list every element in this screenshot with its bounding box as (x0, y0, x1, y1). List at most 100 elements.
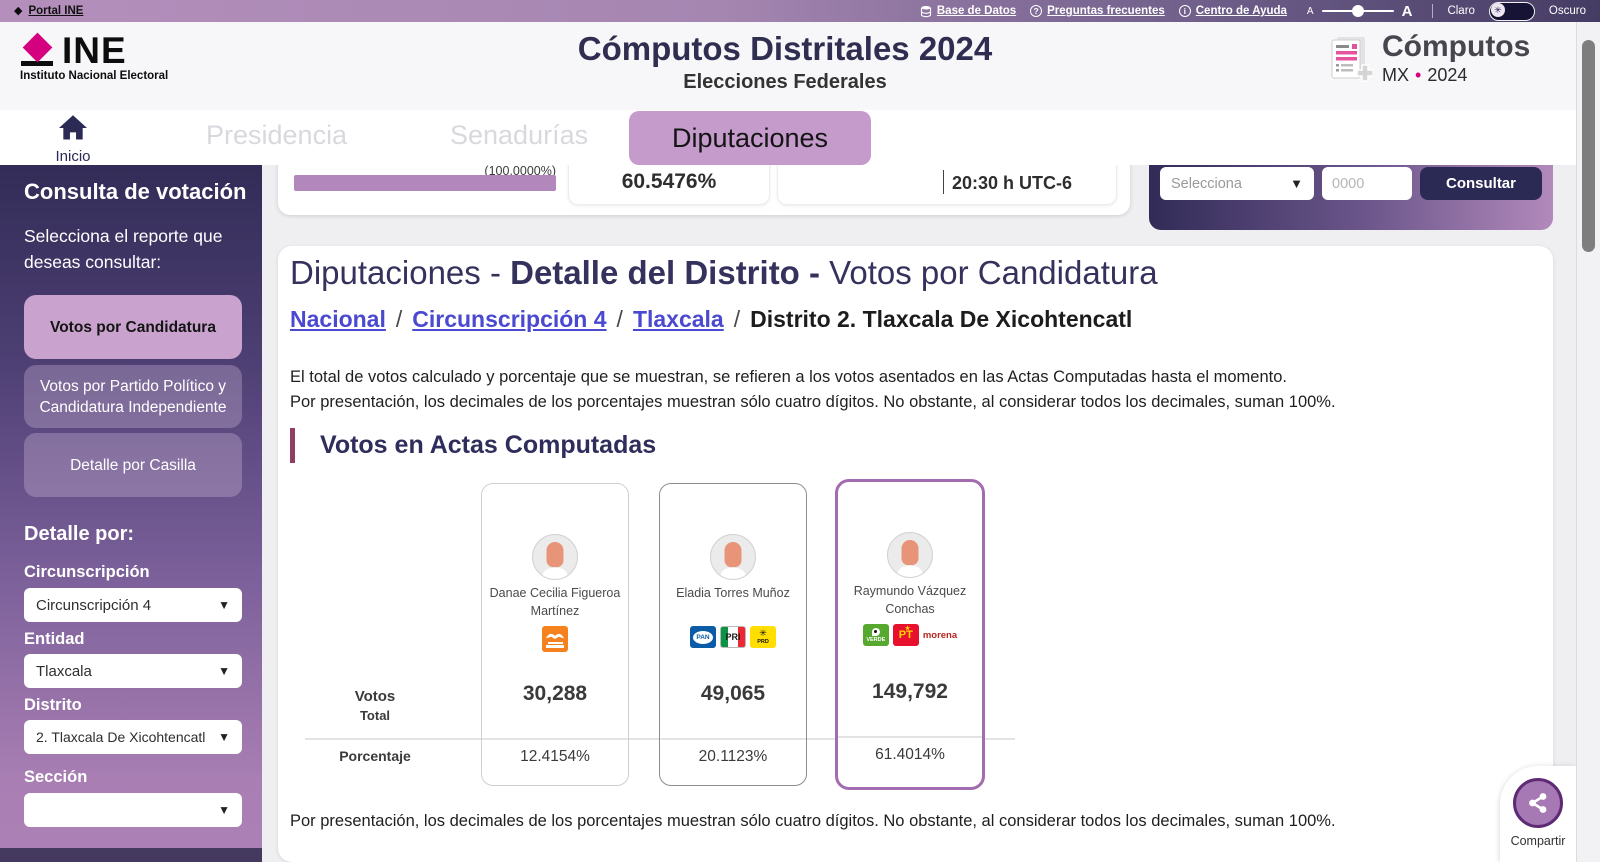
party-logo-pvem: VERDE (862, 624, 889, 646)
ine-logo-text: INE (62, 30, 127, 71)
avatar (887, 532, 933, 578)
party-logo-morena: morena (922, 629, 958, 641)
theme-light-label: Claro (1447, 5, 1475, 17)
candidate-votes: 149,792 (872, 680, 948, 703)
party-logo-movimiento-ciudadano (542, 626, 568, 652)
font-large-label: A (1401, 2, 1413, 20)
portal-ine-link[interactable]: ◆ Portal INE (14, 5, 83, 17)
progress-bar (294, 175, 556, 191)
seccion-label: Sección (24, 768, 88, 786)
font-slider-knob[interactable] (1351, 5, 1364, 17)
sidebar: Consulta de votación Selecciona el repor… (0, 165, 262, 862)
portal-ine-label: Portal INE (28, 5, 84, 17)
scrollbar-thumb[interactable] (1582, 40, 1595, 252)
top-utility-bar: ◆ Portal INE Base de Datos ? Preguntas f… (0, 0, 1600, 22)
distrito-select[interactable]: 2. Tlaxcala De Xicohtencatl ▼ (24, 720, 242, 754)
nav-presidencia[interactable]: Presidencia (206, 120, 348, 150)
section-title: Votos en Actas Computadas (320, 431, 657, 459)
nav-diputaciones[interactable]: Diputaciones (629, 111, 871, 165)
breadcrumb-circunscripcion[interactable]: Circunscripción 4 (412, 306, 607, 332)
theme-toggle[interactable]: ✳ (1488, 1, 1535, 21)
vertical-divider (943, 170, 944, 194)
header: INE Instituto Nacional Electoral Cómputo… (0, 22, 1600, 110)
party-logos: VERDE PT ★ morena (838, 624, 982, 646)
card-divider (660, 738, 806, 740)
topbar-divider (1432, 4, 1434, 18)
page-subtitle: Elecciones Federales (683, 71, 887, 93)
ine-logo[interactable]: INE Instituto Nacional Electoral (20, 30, 169, 83)
font-small-label: A (1306, 5, 1314, 17)
candidate-name: Eladia Torres Muñoz (676, 586, 790, 600)
candidate-votes: 30,288 (522, 682, 588, 705)
brand-name: Cómputos (1382, 30, 1531, 63)
results-panel: Diputaciones - Detalle del Distrito - Vo… (278, 246, 1553, 862)
breadcrumb-current: Distrito 2. Tlaxcala De Xicohtencatl (750, 306, 1133, 332)
chevron-down-icon: ▼ (1290, 176, 1303, 191)
nav-inicio[interactable]: Inicio (34, 114, 112, 165)
nav-senadurias[interactable]: Senadurías (450, 120, 589, 150)
base-de-datos-link[interactable]: Base de Datos (920, 5, 1016, 18)
circunscripcion-select[interactable]: Circunscripción 4 ▼ (24, 588, 242, 622)
breadcrumb: Nacional / Circunscripción 4/Tlaxcala / Dist… (290, 306, 1133, 332)
font-size-slider[interactable]: A A (1307, 3, 1413, 20)
ballot-document-icon (1331, 37, 1373, 82)
chevron-down-icon: ▼ (218, 803, 230, 817)
percent-row-label: Porcentaje (339, 748, 411, 764)
report-detalle-por-casilla-button[interactable]: Detalle por Casilla (24, 433, 242, 497)
main-nav: Inicio Presidencia Senadurías Diputacion… (0, 110, 1600, 165)
centro-de-ayuda-link[interactable]: i Centro de Ayuda (1178, 5, 1287, 17)
share-widget: Compartir (1500, 766, 1576, 862)
share-label: Compartir (1510, 834, 1566, 848)
footer-note: Por presentación, los decimales de los p… (290, 812, 1336, 830)
preguntas-frecuentes-link[interactable]: ? Preguntas frecuentes (1030, 5, 1165, 17)
seccion-select[interactable]: ▼ (24, 793, 242, 827)
chevron-down-icon: ▼ (218, 664, 230, 678)
brand-sub: MX • 2024 (1382, 65, 1468, 85)
candidate-percent: 61.4014% (875, 746, 945, 763)
breadcrumb-tlaxcala[interactable]: Tlaxcala (632, 306, 724, 332)
intro-text-1: El total de votos calculado y porcentaje… (290, 368, 1287, 386)
sidebar-title: Consulta de votación (24, 179, 247, 204)
report-votos-por-candidatura-button[interactable]: Votos por Candidatura (24, 295, 242, 359)
theme-dark-label: Oscuro (1548, 5, 1586, 17)
avatar (710, 534, 756, 580)
candidate-votes: 49,065 (700, 682, 766, 705)
avatar (532, 534, 578, 580)
pink-dot-icon: • (1415, 65, 1422, 85)
breadcrumb-nacional[interactable]: Nacional (290, 306, 386, 332)
ine-ballot-icon (20, 32, 54, 67)
sidebar-subtitle: Selecciona el reporte que deseas consult… (24, 226, 223, 272)
candidate-percent: 12.4154% (520, 748, 590, 765)
seccion-type-select[interactable]: Selecciona ▼ (1160, 167, 1314, 200)
party-logo-pri: PRI (720, 626, 746, 648)
info-icon: i (1178, 5, 1191, 17)
circunscripcion-label: Circunscripción (24, 563, 150, 581)
sun-icon: ✳ (759, 628, 767, 638)
seccion-number-input[interactable] (1322, 167, 1412, 200)
star-icon: ★ (904, 626, 911, 632)
actas-percentage: (100.0000%) (484, 164, 556, 178)
party-logos: PAN PRI ✳ PRD (660, 626, 806, 648)
candidate-name: Danae Cecilia Figueroa Martínez (489, 586, 621, 618)
card-divider (838, 736, 982, 738)
share-button[interactable] (1513, 778, 1563, 828)
entidad-select[interactable]: Tlaxcala ▼ (24, 654, 242, 688)
candidate-card-vazquez-winner: Raymundo Vázquez Conchas VERDE PT ★ more… (835, 479, 985, 790)
party-logo-pt: PT ★ (892, 624, 919, 646)
consultar-button[interactable]: Consultar (1420, 167, 1542, 200)
chevron-down-icon: ▼ (218, 598, 230, 612)
votes-row-label: Votos Total (354, 688, 396, 723)
candidate-name: Raymundo Vázquez Conchas (853, 584, 967, 616)
scrollbar-track[interactable] (1576, 22, 1600, 862)
sidebar-footer-strip (0, 848, 262, 862)
candidate-card-figueroa: Danae Cecilia Figueroa Martínez 30,288 1… (481, 483, 629, 786)
party-logo-prd: ✳ PRD (750, 626, 776, 648)
font-slider-track[interactable] (1321, 5, 1394, 17)
ine-logo-subtext: Instituto Nacional Electoral (20, 70, 169, 83)
share-icon (1529, 793, 1547, 813)
report-votos-por-partido-button[interactable]: Votos por Partido Político y Candidatura… (24, 365, 242, 428)
question-icon: ? (1030, 5, 1043, 17)
party-logo-pan: PAN (690, 626, 716, 648)
database-icon (920, 5, 931, 17)
